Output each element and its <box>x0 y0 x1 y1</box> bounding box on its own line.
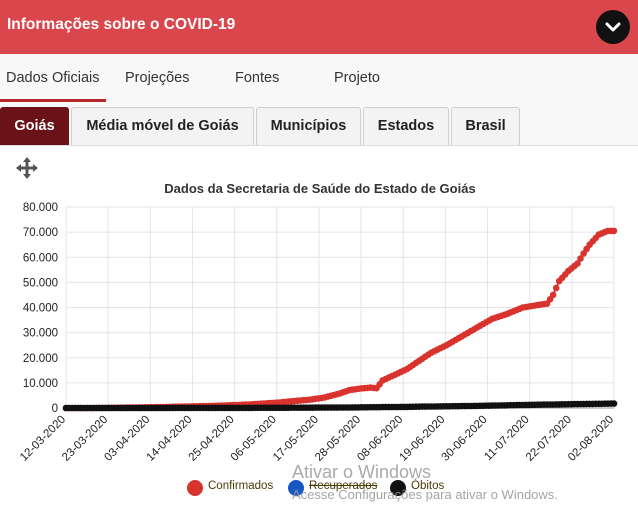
legend-label-recuperados: Recuperados <box>309 480 378 492</box>
y-tick-label: 60.000 <box>23 252 58 264</box>
data-point-confirmados <box>574 260 581 267</box>
x-tick-label: 30-06-2020 <box>440 414 490 464</box>
data-point-confirmados <box>610 227 618 235</box>
y-tick-label: 10.000 <box>23 378 58 390</box>
active-tab-underline <box>0 99 106 102</box>
sub-tab-bar: Goiás Média móvel de Goiás Municípios Es… <box>0 102 638 146</box>
move-arrows-icon[interactable] <box>15 156 39 180</box>
top-tab-bar: Dados Oficiais Projeções Fontes Projeto <box>0 54 638 102</box>
y-tick-label: 80.000 <box>23 202 58 214</box>
data-point-confirmados <box>577 255 584 262</box>
legend-dot-recuperados <box>288 480 304 496</box>
chart-title: Dados da Secretaria de Saúde do Estado d… <box>164 181 475 196</box>
y-tick-label: 40.000 <box>23 303 58 315</box>
app-title: Informações sobre o COVID-19 <box>7 16 236 33</box>
y-tick-label: 70.000 <box>23 227 58 239</box>
legend-dot-confirmados <box>187 480 203 496</box>
app-header: Informações sobre o COVID-19 <box>0 0 638 54</box>
subtab-media-movel-goias[interactable]: Média móvel de Goiás <box>71 107 254 145</box>
collapse-toggle-button[interactable] <box>596 10 630 44</box>
y-tick-label: 20.000 <box>23 353 58 365</box>
legend-label-obitos: Óbitos <box>411 480 445 492</box>
tab-fontes[interactable]: Fontes <box>235 70 280 86</box>
subtab-estados[interactable]: Estados <box>363 107 449 145</box>
tab-projeto[interactable]: Projeto <box>334 70 380 86</box>
tab-projecoes[interactable]: Projeções <box>125 70 190 86</box>
data-point-obitos <box>610 400 618 407</box>
tab-dados-oficiais[interactable]: Dados Oficiais <box>6 70 100 86</box>
data-point-confirmados <box>549 291 557 299</box>
subtab-brasil[interactable]: Brasil <box>451 107 520 145</box>
subtab-goias[interactable]: Goiás <box>0 107 69 145</box>
y-tick-label: 0 <box>52 403 58 415</box>
x-tick-label: 02-08-2020 <box>566 414 616 464</box>
y-tick-label: 50.000 <box>23 277 58 289</box>
chevron-down-icon <box>605 22 621 32</box>
covid-line-chart: Dados da Secretaria de Saúde do Estado d… <box>18 181 618 464</box>
windows-activation-title: Ativar o Windows <box>292 462 432 482</box>
subtab-municipios[interactable]: Municípios <box>256 107 361 145</box>
y-tick-label: 30.000 <box>23 328 58 340</box>
legend-dot-obitos <box>390 480 406 496</box>
legend-label-confirmados: Confirmados <box>208 480 274 492</box>
data-point-confirmados <box>552 284 560 292</box>
windows-activation-text: Acesse Configurações para ativar o Windo… <box>292 487 558 502</box>
